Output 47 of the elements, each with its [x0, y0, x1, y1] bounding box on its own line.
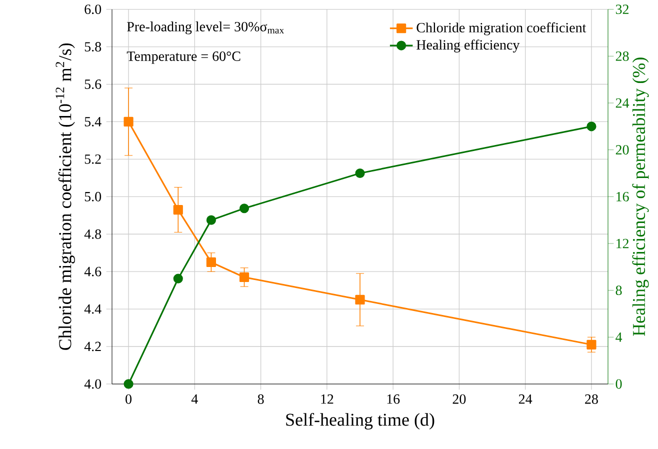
point [173, 204, 183, 215]
point [206, 215, 216, 225]
point [124, 379, 134, 389]
x-tick-label: 28 [585, 394, 598, 404]
y-tick-label: 4.2 [84, 342, 101, 352]
x-tick-label: 24 [518, 394, 532, 404]
y2-tick-label: 28 [616, 51, 629, 61]
x-tick-label: 16 [387, 394, 400, 404]
y-tick-label: 4.6 [84, 266, 102, 276]
point [239, 272, 250, 282]
point [586, 340, 596, 350]
point [206, 257, 216, 268]
y-tick-label: 5.2 [84, 154, 101, 164]
point [586, 122, 596, 132]
y-tick-label: 4.4 [84, 304, 102, 314]
y-axis-title: Chloride migration coefficient (10$^{-12}$ m$^{2}$/s) [56, 43, 75, 350]
y2-tick-label: 16 [616, 192, 629, 202]
x-axis-title: Self-healing time (d) [286, 412, 434, 430]
y2-tick-label: 12 [616, 238, 629, 248]
y2-tick-label: 0 [616, 379, 622, 389]
annotation: Temperature = 60°C [126, 52, 240, 64]
point [355, 168, 365, 178]
y-tick-label: 6.0 [84, 4, 102, 14]
x-tick-label: 4 [191, 394, 198, 404]
y-tick-label: 5.4 [84, 117, 102, 126]
legend-label: Healing efficiency [416, 40, 520, 52]
y2-tick-label: 32 [616, 4, 629, 14]
point [173, 274, 183, 284]
legend-label: Chloride migration coefficient [416, 22, 586, 36]
y-tick-label: 5.8 [84, 42, 102, 52]
point [239, 204, 250, 214]
x-tick-label: 0 [126, 394, 132, 404]
y-tick-label: 5.6 [84, 80, 102, 89]
x-tick-label: 20 [452, 394, 466, 404]
y2-axis-title: Healing efficiency of permeability (%) [632, 58, 649, 336]
y-tick-label: 5.0 [84, 192, 102, 202]
x-tick-label: 12 [321, 394, 334, 404]
x-tick-label: 8 [258, 394, 264, 404]
y2-tick-label: 4 [616, 332, 622, 342]
y2-tick-label: 24 [616, 98, 630, 108]
y2-tick-label: 20 [616, 145, 629, 155]
point [124, 116, 134, 127]
annotation: Pre-loading level= 30%σ$_{max}$ [127, 22, 284, 34]
y2-tick-label: 8 [616, 286, 622, 296]
y-tick-label: 4.8 [84, 229, 102, 239]
point [355, 294, 365, 304]
y-tick-label: 4.0 [84, 379, 102, 389]
